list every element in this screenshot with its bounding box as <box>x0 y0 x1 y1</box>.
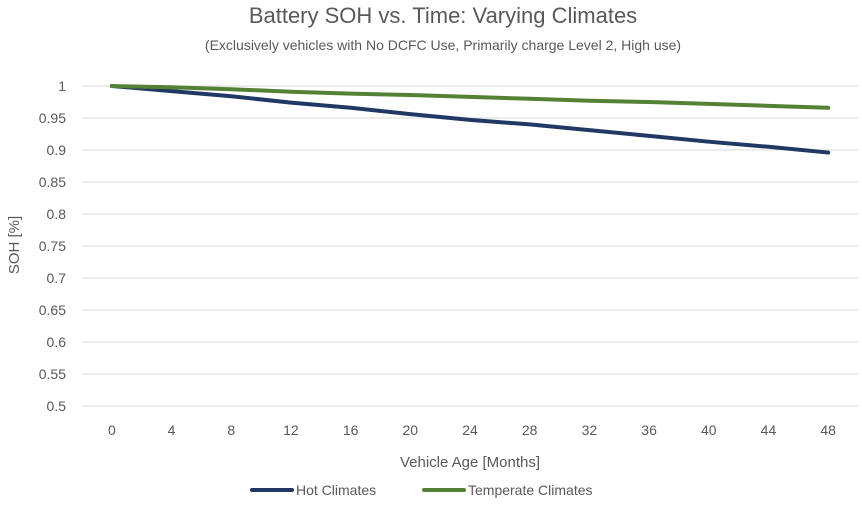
gridlines <box>82 85 858 407</box>
y-tick-label: 0.95 <box>39 110 66 126</box>
x-tick-label: 0 <box>108 422 116 438</box>
x-tick-label: 16 <box>343 422 359 438</box>
x-tick-label: 32 <box>582 422 598 438</box>
y-axis-ticks: 1 0.95 0.9 0.85 0.8 0.75 0.7 0.65 0.6 0.55 0.5 <box>39 78 66 414</box>
chart-title: Battery SOH vs. Time: Varying Climates <box>249 3 637 28</box>
y-tick-label: 0.5 <box>47 398 67 414</box>
x-tick-label: 4 <box>168 422 176 438</box>
legend-label-hot-climates: Hot Climates <box>296 482 376 498</box>
legend-label-temperate-climates: Temperate Climates <box>468 482 593 498</box>
x-tick-label: 36 <box>641 422 657 438</box>
x-tick-label: 24 <box>462 422 478 438</box>
x-axis-ticks: 0 4 8 12 16 20 24 28 32 36 40 44 48 <box>108 422 836 438</box>
y-tick-label: 0.8 <box>47 206 67 222</box>
y-tick-label: 0.7 <box>47 270 67 286</box>
y-tick-label: 0.65 <box>39 302 66 318</box>
legend: Hot Climates Temperate Climates <box>250 482 593 498</box>
y-axis-label: SOH [%] <box>6 216 23 274</box>
x-tick-label: 20 <box>403 422 419 438</box>
y-tick-label: 0.9 <box>47 142 67 158</box>
x-tick-label: 48 <box>820 422 836 438</box>
x-tick-label: 44 <box>761 422 777 438</box>
x-tick-label: 40 <box>701 422 717 438</box>
y-tick-label: 0.6 <box>47 334 67 350</box>
x-axis-label: Vehicle Age [Months] <box>400 454 540 471</box>
y-tick-label: 0.85 <box>39 174 66 190</box>
series-lines <box>109 84 831 155</box>
y-tick-label: 0.75 <box>39 238 66 254</box>
chart-subtitle: (Exclusively vehicles with No DCFC Use, … <box>205 37 681 53</box>
x-tick-label: 8 <box>227 422 235 438</box>
x-tick-label: 12 <box>283 422 299 438</box>
x-tick-label: 28 <box>522 422 538 438</box>
y-tick-label: 0.55 <box>39 366 66 382</box>
y-tick-label: 1 <box>58 78 66 94</box>
